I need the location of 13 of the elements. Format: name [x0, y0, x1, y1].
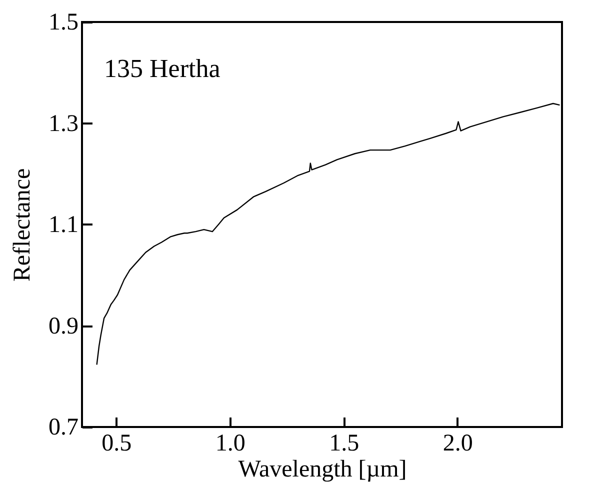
y-axis-title: Reflectance — [10, 168, 36, 282]
x-tick-label: 1.5 — [329, 430, 360, 456]
x-tick-label: 0.5 — [102, 430, 132, 456]
line-series — [96, 102, 560, 366]
y-tick-label: 1.3 — [48, 110, 78, 137]
y-tick-label: 1.1 — [48, 212, 78, 238]
x-tick-label: 1.0 — [215, 430, 246, 456]
y-tick-label: 0.7 — [48, 414, 78, 440]
y-tick-label: 1.5 — [48, 10, 78, 36]
y-tick-label: 0.9 — [48, 313, 78, 340]
annotation: 135 Hertha — [104, 54, 221, 83]
x-axis-title: Wavelength [µm] — [238, 456, 407, 482]
x-tick-label: 2.0 — [442, 430, 473, 456]
